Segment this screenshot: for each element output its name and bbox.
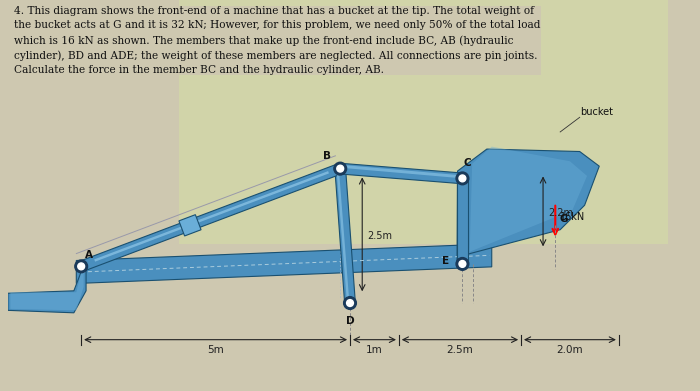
Text: 5m: 5m xyxy=(207,345,224,355)
Text: bucket: bucket xyxy=(580,107,612,117)
Text: B: B xyxy=(323,151,331,161)
Text: E: E xyxy=(442,256,449,266)
Circle shape xyxy=(456,258,469,270)
Text: G: G xyxy=(559,214,568,224)
Polygon shape xyxy=(8,259,86,313)
Text: A: A xyxy=(85,249,93,260)
Bar xyxy=(179,0,668,244)
Circle shape xyxy=(344,297,356,309)
Circle shape xyxy=(334,162,346,175)
Polygon shape xyxy=(94,171,329,262)
Circle shape xyxy=(459,260,466,267)
Polygon shape xyxy=(345,165,458,178)
Polygon shape xyxy=(10,262,83,310)
Circle shape xyxy=(78,263,85,270)
Circle shape xyxy=(456,172,469,185)
Polygon shape xyxy=(179,215,201,236)
Polygon shape xyxy=(79,163,342,271)
Polygon shape xyxy=(335,169,356,303)
Text: 2.2m: 2.2m xyxy=(548,208,573,218)
Text: C: C xyxy=(463,158,471,168)
Polygon shape xyxy=(337,174,349,298)
Text: D: D xyxy=(346,316,355,326)
Polygon shape xyxy=(76,244,491,283)
Polygon shape xyxy=(340,163,463,184)
Text: 16kN: 16kN xyxy=(560,212,585,222)
Text: 4. This diagram shows the front-end of a machine that has a bucket at the tip. T: 4. This diagram shows the front-end of a… xyxy=(14,6,540,75)
Circle shape xyxy=(459,175,466,182)
Polygon shape xyxy=(457,149,599,264)
Polygon shape xyxy=(470,147,587,252)
Text: 2.0m: 2.0m xyxy=(556,345,583,355)
Text: 1m: 1m xyxy=(366,345,383,355)
Polygon shape xyxy=(457,178,468,264)
Circle shape xyxy=(337,165,344,172)
Text: 2.5m: 2.5m xyxy=(447,345,473,355)
Circle shape xyxy=(75,260,88,273)
Text: 2.5m: 2.5m xyxy=(367,231,392,241)
Circle shape xyxy=(346,300,354,307)
